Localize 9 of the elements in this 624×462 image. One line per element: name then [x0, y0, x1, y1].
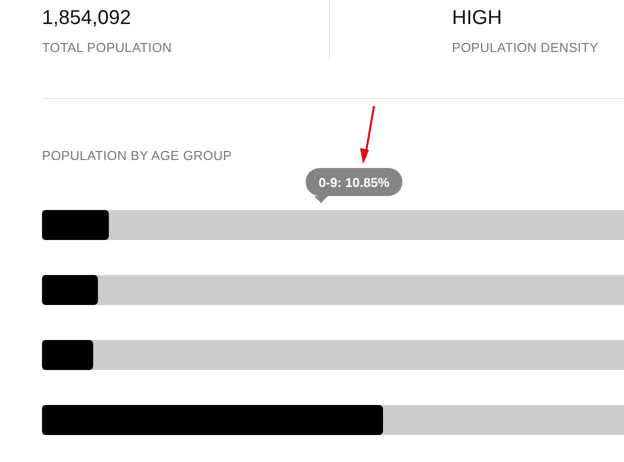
bar	[42, 275, 98, 305]
text: HIGH	[452, 7, 502, 29]
text: POPULATION DENSITY	[452, 40, 599, 55]
text: TOTAL POPULATION	[42, 40, 172, 55]
bar	[42, 340, 94, 370]
chart-title: POPULATION BY AGE GROUP	[42, 148, 232, 163]
text: 0-9: 10.85%	[318, 175, 390, 190]
bar	[42, 210, 109, 240]
text: 1,854,092	[42, 7, 131, 29]
